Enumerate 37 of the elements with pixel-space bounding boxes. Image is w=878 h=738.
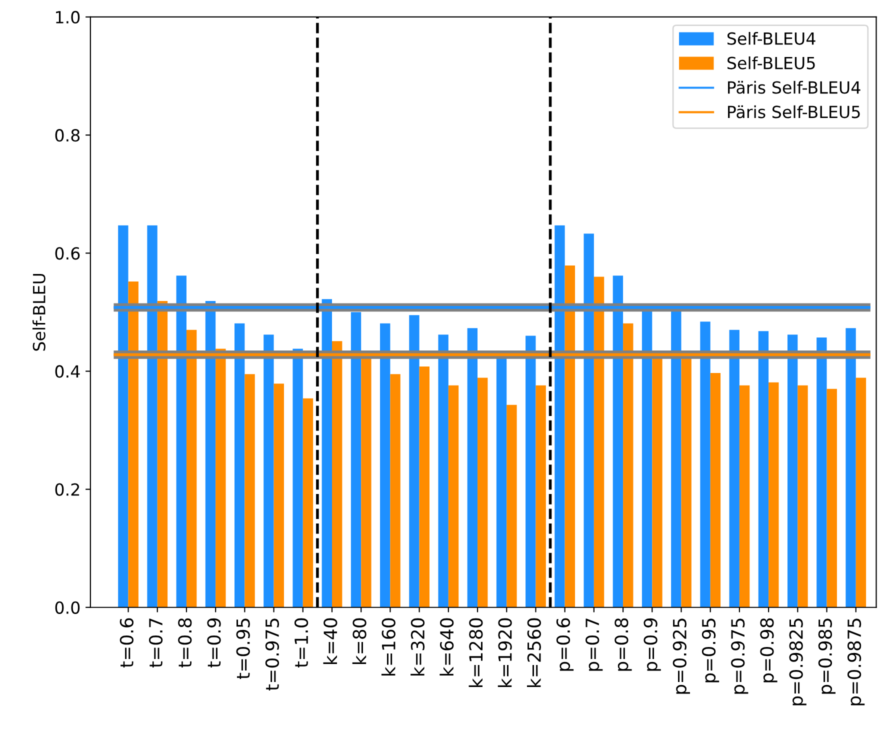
y-tick-label: 0.2 <box>55 483 80 496</box>
x-tick-label: t=0.95 <box>236 618 250 680</box>
x-tick-label: p=0.7 <box>586 618 603 671</box>
x-tick-label: k=80 <box>352 618 366 664</box>
y-tick-label: 0.0 <box>55 601 80 614</box>
x-tick-label: p=0.9825 <box>789 618 806 706</box>
x-tick-label: k=1280 <box>468 618 483 687</box>
x-tick-label: t=0.8 <box>178 618 192 668</box>
x-tick-label: k=640 <box>440 618 454 676</box>
y-tick-label: 0.4 <box>55 365 80 378</box>
x-tick-label: k=40 <box>323 618 338 664</box>
x-tick-label: t=0.6 <box>120 618 134 668</box>
x-tick-label: p=0.9875 <box>847 618 865 706</box>
y-tick-label: 0.6 <box>55 247 80 260</box>
legend-label: Päris Self-BLEU5 <box>728 105 860 118</box>
x-tick-label: p=0.95 <box>702 618 720 682</box>
x-tick-label: k=160 <box>381 618 396 676</box>
legend-label: Self-BLEU4 <box>727 32 816 45</box>
y-axis-title: Self-BLEU <box>32 274 46 351</box>
x-tick-label: t=0.7 <box>148 618 163 668</box>
x-tick-label: k=2560 <box>526 618 541 687</box>
x-tick-label: p=0.985 <box>818 618 836 694</box>
x-tick-label: p=0.9 <box>644 618 661 671</box>
x-tick-label: p=0.8 <box>614 618 632 671</box>
legend-label: Päris Self-BLEU4 <box>728 80 860 94</box>
y-tick-label: 1.0 <box>56 10 80 24</box>
x-tick-label: k=1920 <box>498 618 512 687</box>
x-tick-label: p=0.925 <box>672 618 690 694</box>
legend-label: Self-BLEU5 <box>727 56 815 70</box>
y-tick-label: 0.8 <box>55 129 80 142</box>
x-tick-label: k=320 <box>410 618 425 676</box>
x-tick-label: t=1.0 <box>294 618 308 668</box>
x-tick-label: p=0.6 <box>556 618 574 671</box>
x-tick-label: t=0.975 <box>265 618 280 691</box>
x-tick-label: p=0.98 <box>760 618 778 682</box>
x-tick-label: p=0.975 <box>731 618 748 694</box>
x-tick-label: t=0.9 <box>207 618 221 668</box>
